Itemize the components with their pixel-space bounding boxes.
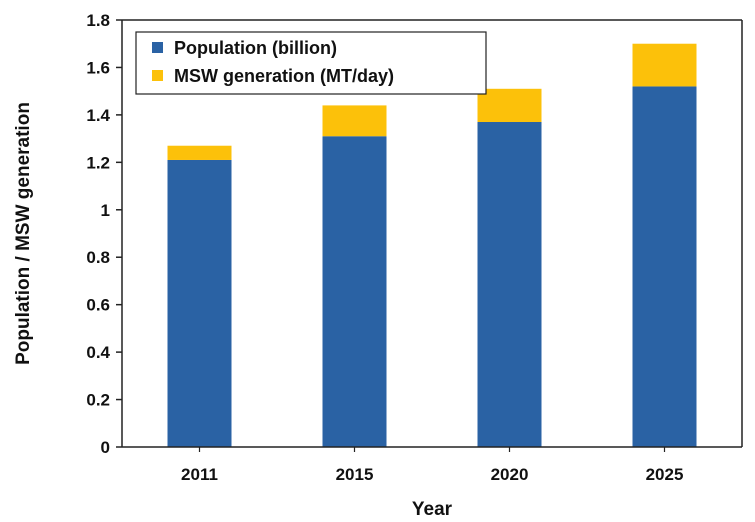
y-tick-label: 0.8 (86, 248, 110, 267)
bar-msw-generation-2015 (322, 105, 387, 137)
legend-label-population: Population (billion) (174, 38, 337, 58)
y-tick-label: 0 (101, 438, 110, 457)
x-tick-label: 2015 (336, 465, 374, 484)
axes-layer (121, 19, 743, 448)
y-tick-label: 1 (101, 201, 110, 220)
bar-msw-generation-2020 (477, 88, 542, 123)
bars-layer (167, 43, 697, 447)
bar-msw-generation-2025 (632, 43, 697, 87)
y-tick-label: 1.2 (86, 153, 110, 172)
bar-population-2011 (167, 159, 232, 447)
y-tick-label: 1.4 (86, 106, 110, 125)
x-tick-label: 2020 (491, 465, 529, 484)
legend-label-msw-generation: MSW generation (MT/day) (174, 66, 394, 86)
bar-population-2025 (632, 86, 697, 447)
legend-swatch-population (152, 42, 163, 53)
x-tick-label: 2011 (181, 465, 218, 484)
legend-box (135, 31, 487, 95)
legend-swatch-msw-generation (152, 70, 163, 81)
x-tick-label: 2025 (646, 465, 684, 484)
bar-population-2015 (322, 136, 387, 447)
y-axis-ticks: 0 0.2 0.4 0.6 0.8 1 1.2 1.4 1.6 1.8 (86, 11, 122, 457)
y-axis-title: Population / MSW generation (13, 102, 34, 365)
y-tick-label: 1.8 (86, 11, 110, 30)
y-tick-label: 0.6 (86, 296, 110, 315)
y-tick-label: 0.2 (86, 391, 110, 410)
y-tick-label: 1.6 (86, 58, 110, 77)
legend: Population (billion) MSW generation (MT/… (135, 31, 487, 95)
bar-msw-generation-2011 (167, 145, 232, 160)
x-axis-title: Year (412, 499, 453, 520)
bar-population-2020 (477, 122, 542, 447)
x-axis-ticks: 2011 2015 2020 2025 (181, 447, 683, 484)
y-tick-label: 0.4 (86, 343, 110, 362)
